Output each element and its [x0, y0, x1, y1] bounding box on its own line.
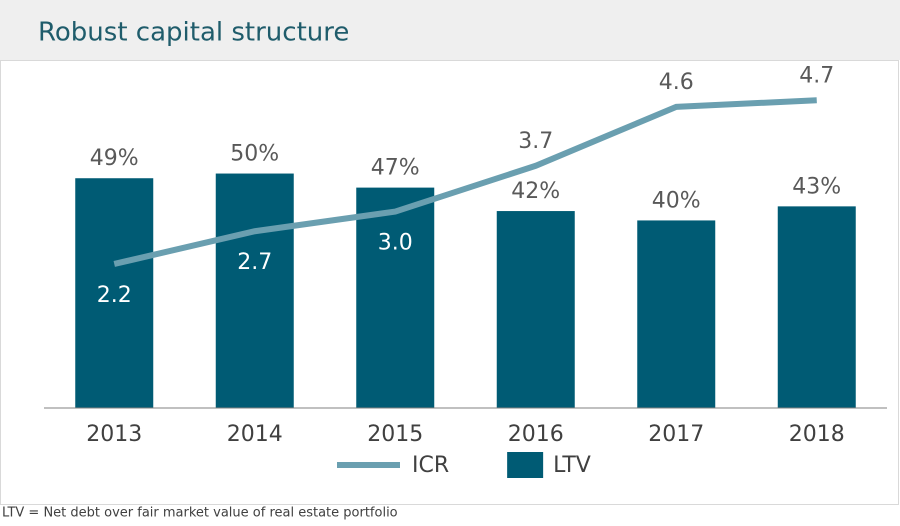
bar-value-label: 49%	[90, 146, 139, 171]
x-tick-label: 2018	[789, 422, 845, 447]
bar	[356, 187, 435, 408]
legend-label: ICR	[412, 453, 449, 478]
x-tick-label: 2017	[648, 422, 704, 447]
line	[113, 97, 817, 267]
title-bar	[0, 0, 900, 60]
bar-value-label: 43%	[792, 174, 841, 199]
line-value-label: 4.7	[799, 63, 834, 88]
bar	[496, 211, 575, 408]
line-value-label: 3.7	[518, 129, 553, 154]
bar-value-label: 47%	[371, 156, 420, 181]
x-tick-label: 2015	[367, 422, 423, 447]
bar	[215, 173, 294, 408]
bar-value-label: 50%	[230, 142, 279, 167]
line-value-label: 2.2	[97, 283, 132, 308]
legend-label: LTV	[553, 453, 591, 478]
bar-value-label: 42%	[511, 179, 560, 204]
x-tick-label: 2013	[86, 422, 142, 447]
legend-swatch	[507, 452, 544, 478]
line-value-label: 2.7	[237, 250, 272, 275]
line-value-label: 4.6	[659, 70, 694, 95]
bar	[777, 206, 856, 408]
bar	[637, 220, 716, 408]
bar-value-label: 40%	[652, 188, 701, 213]
x-tick-label: 2016	[508, 422, 564, 447]
x-tick-label: 2014	[227, 422, 283, 447]
bar	[75, 178, 154, 408]
footnote: LTV = Net debt over fair market value of…	[2, 506, 398, 521]
chart-title: Robust capital structure	[38, 18, 349, 48]
line-value-label: 3.0	[378, 231, 413, 256]
